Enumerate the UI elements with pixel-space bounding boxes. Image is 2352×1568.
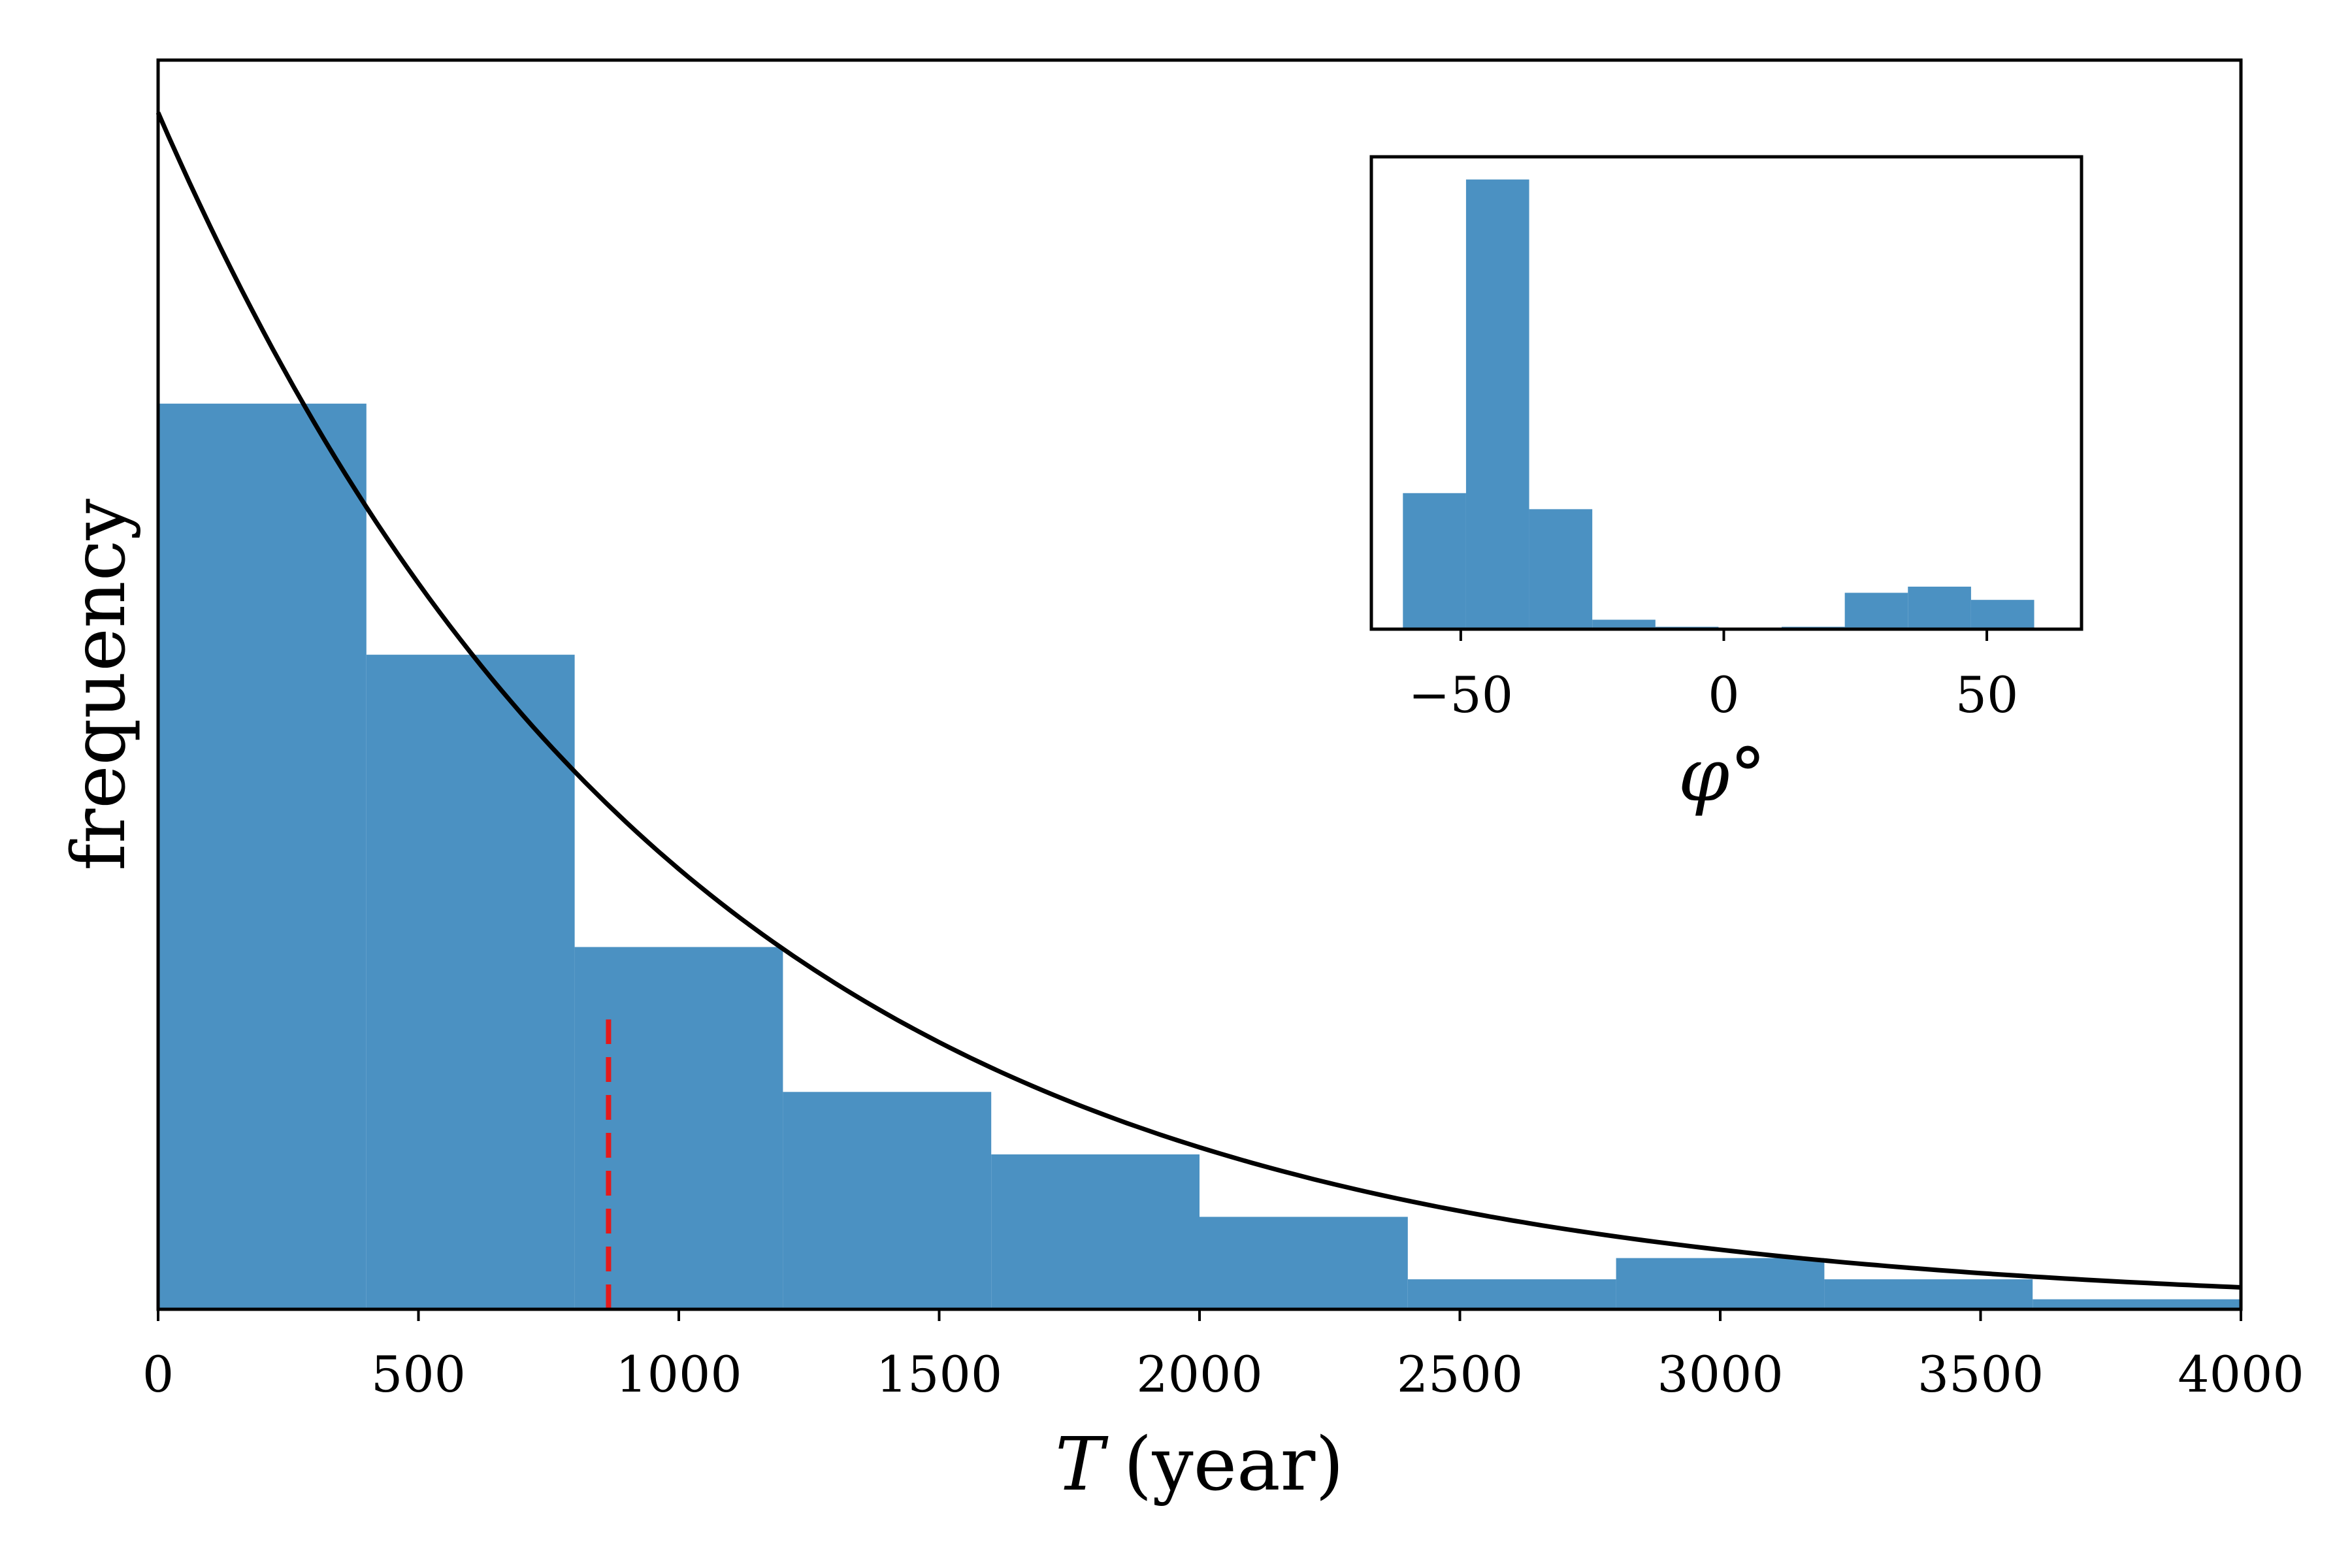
exponential-fit-curve <box>155 111 2242 1290</box>
main-tick-label: 2500 <box>1397 1345 1523 1403</box>
main-x-axis-label: T (year) <box>1055 1422 1344 1507</box>
main-tick-label: 3500 <box>1918 1345 2044 1403</box>
inset-bar <box>1592 619 1656 629</box>
inset-bar <box>1403 493 1466 629</box>
inset-tick-label: −50 <box>1409 666 1513 724</box>
inset-bar <box>1970 600 2034 629</box>
main-y-axis-label: frequency <box>57 498 142 871</box>
main-tick-label: 500 <box>371 1345 466 1403</box>
main-bars <box>158 403 2241 1309</box>
main-tick-label: 1500 <box>876 1345 1002 1403</box>
main-bar <box>991 1154 1200 1309</box>
inset-plot-frame <box>1369 155 2083 631</box>
main-bar <box>2033 1299 2241 1309</box>
main-bar <box>1824 1279 2033 1309</box>
inset-bars <box>1403 179 2034 630</box>
main-x-ticks: 0 500 1000 1500 2000 2500 3000 3500 4000 <box>142 1309 2304 1403</box>
main-tick-label: 4000 <box>2178 1345 2304 1403</box>
main-tick-label: 3000 <box>1657 1345 1783 1403</box>
inset-x-axis-label: φ° <box>1678 733 1766 818</box>
main-bar <box>366 655 575 1309</box>
inset-histogram-plot: −50 0 50 φ° <box>1369 155 2083 818</box>
main-bar <box>1407 1279 1616 1309</box>
inset-bar <box>1908 586 1971 629</box>
main-tick-label: 2000 <box>1136 1345 1262 1403</box>
main-bar <box>158 403 367 1309</box>
inset-bar <box>1844 593 1908 629</box>
inset-tick-label: 50 <box>1955 666 2019 724</box>
inset-x-ticks: −50 0 50 <box>1409 629 2019 724</box>
main-tick-label: 1000 <box>615 1345 742 1403</box>
inset-tick-label: 0 <box>1708 666 1739 724</box>
main-bar <box>1616 1258 1825 1309</box>
main-tick-label: 0 <box>142 1345 174 1403</box>
inset-bar <box>1465 179 1529 630</box>
main-bar <box>783 1092 992 1309</box>
inset-bar <box>1529 509 1593 629</box>
main-histogram-plot: 0 500 1000 1500 2000 2500 3000 3500 4000 T (year)… <box>57 58 2304 1507</box>
main-bar <box>1200 1217 1408 1309</box>
